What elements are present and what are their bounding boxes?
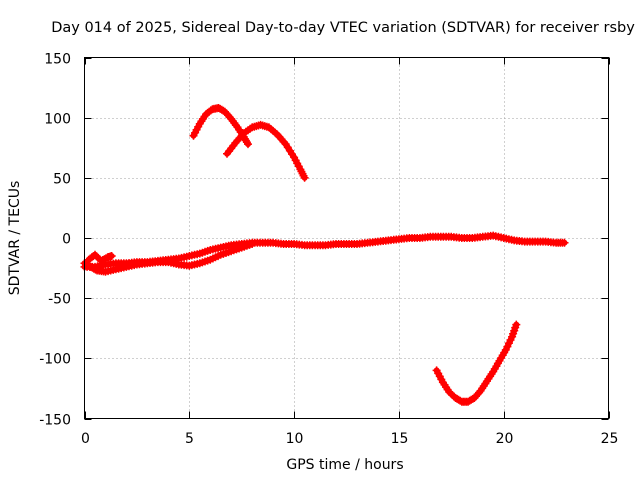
y-tick-label: 0 <box>62 232 71 248</box>
x-axis-label: GPS time / hours <box>286 457 403 473</box>
series-arc-high-1 <box>189 104 252 149</box>
data-layer <box>80 104 569 406</box>
series-short-left <box>84 250 116 265</box>
data-point <box>107 252 116 260</box>
y-tick-label: -150 <box>39 413 71 429</box>
x-tick-label: 15 <box>391 431 409 447</box>
x-tick-labels: 0 5 10 15 20 25 <box>81 431 618 447</box>
y-tick-labels: -150 -100 -50 0 50 100 150 <box>39 52 71 429</box>
x-tick-label: 25 <box>601 431 619 447</box>
series-arc-low <box>432 320 521 406</box>
x-tick-label: 5 <box>185 431 194 447</box>
data-point <box>475 388 484 397</box>
x-tick-label: 0 <box>81 431 90 447</box>
data-point <box>512 320 521 329</box>
series-lower-trace <box>80 240 257 276</box>
x-tick-label: 20 <box>496 431 514 447</box>
y-tick-label: -50 <box>48 292 71 308</box>
y-axis-label: SDTVAR / TECUs <box>7 181 23 296</box>
y-tick-label: -100 <box>39 352 71 368</box>
tick-marks <box>84 57 610 420</box>
data-point <box>560 238 569 247</box>
chart-title: Day 014 of 2025, Sidereal Day-to-day VTE… <box>51 20 635 36</box>
data-point <box>300 173 309 182</box>
y-tick-label: 50 <box>53 172 71 188</box>
series-arc-high-2 <box>223 120 309 182</box>
data-point <box>91 265 100 274</box>
y-tick-label: 100 <box>44 112 71 128</box>
data-point <box>248 240 257 248</box>
y-tick-label: 150 <box>44 52 71 68</box>
data-point <box>244 140 252 149</box>
x-tick-label: 10 <box>286 431 304 447</box>
data-point <box>242 138 251 147</box>
